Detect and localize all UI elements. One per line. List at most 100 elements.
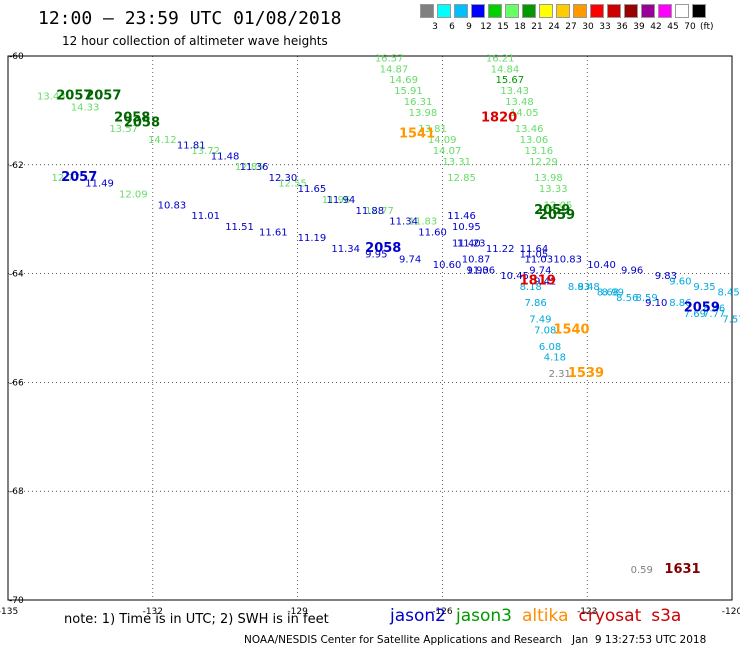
y-tick-label: -66 [9, 378, 24, 388]
swh-value: 8.93 [568, 282, 590, 293]
swh-value: 11.46 [447, 211, 476, 222]
swh-value: 8.45 [718, 287, 740, 298]
swh-value: 13.16 [524, 146, 553, 157]
pass-number: 2058 [114, 110, 150, 125]
legend-label: 21 [531, 22, 543, 32]
swh-value: 12.05 [544, 200, 573, 211]
pass-number: 2059 [684, 301, 720, 316]
swh-value: 7.49 [529, 315, 551, 326]
swh-value: 7.77 [703, 309, 725, 320]
pass-number: 1820 [481, 110, 517, 125]
swh-value: 9.96 [621, 266, 643, 277]
legend-swatch [658, 4, 672, 18]
pass-number: 1819 [520, 273, 556, 288]
mission-s3a: s3a [651, 606, 682, 626]
pass-number: 1539 [568, 366, 604, 381]
swh-value: 10.60 [433, 260, 462, 271]
swh-value: 13.81 [418, 124, 447, 135]
swh-value: 7.86 [524, 298, 546, 309]
swh-value: 11.64 [520, 244, 549, 255]
swh-value: 11.22 [486, 244, 515, 255]
swh-value: 11.60 [418, 228, 447, 239]
swh-value: 11.81 [177, 140, 206, 151]
legend-swatch [522, 4, 536, 18]
legend-label: 45 [667, 22, 679, 32]
swh-value: 11.61 [259, 228, 288, 239]
swh-value: 2.31 [549, 369, 571, 380]
legend-swatch [692, 4, 706, 18]
y-tick-label: -60 [9, 52, 24, 62]
swh-value: 14.69 [389, 75, 418, 86]
swh-value: 13.43 [500, 86, 529, 97]
swh-value: 11.48 [211, 151, 240, 162]
swh-value: 10.83 [158, 200, 187, 211]
y-tick-label: -70 [9, 596, 24, 606]
legend-swatch [573, 4, 587, 18]
swh-value: 8.48 [578, 282, 600, 293]
pass-number: 2059 [539, 208, 575, 223]
legend-label: 12 [480, 22, 492, 32]
swh-value: 15.67 [495, 75, 524, 86]
legend-swatch [590, 4, 604, 18]
swh-value: 9.93 [467, 266, 489, 277]
legend-label: 9 [466, 22, 472, 32]
swh-value: 10.40 [587, 260, 616, 271]
pass-number: 2057 [61, 170, 97, 185]
pass-number: 1541 [399, 127, 435, 142]
legend-label: 18 [514, 22, 526, 32]
swh-value: 14.87 [380, 64, 409, 75]
swh-value: 14.33 [71, 102, 100, 113]
swh-value: 9.95 [365, 249, 387, 260]
swh-value: 10.95 [452, 222, 481, 233]
pass-number: 2059 [534, 203, 570, 218]
legend-swatch [454, 4, 468, 18]
swh-value: 14.84 [491, 64, 520, 75]
swh-value: 9.10 [645, 298, 667, 309]
legend-swatch [471, 4, 485, 18]
swh-value: 9.60 [669, 276, 691, 287]
swh-value: 7.08 [534, 325, 556, 336]
swh-value: 11.05 [520, 249, 549, 260]
swh-value: 12.85 [447, 173, 476, 184]
swh-value: 13.43 [37, 92, 66, 103]
swh-value: 8.18 [520, 282, 542, 293]
swh-value: 14.07 [433, 146, 462, 157]
legend-swatch [437, 4, 451, 18]
mission-jason2: jason2 [390, 606, 446, 626]
x-tick-label: -123 [577, 607, 597, 617]
swh-value: 11.49 [85, 179, 114, 190]
x-tick-label: -132 [143, 607, 163, 617]
swh-value: 13.48 [505, 97, 534, 108]
swh-value: 6.08 [539, 342, 561, 353]
legend-swatch [539, 4, 553, 18]
swh-value: 8.56 [616, 293, 638, 304]
swh-value: 11.06 [467, 266, 496, 277]
legend-label: 39 [633, 22, 645, 32]
swh-value: 12.30 [269, 173, 298, 184]
swh-value: 12.55 [278, 179, 307, 190]
legend-label: 30 [582, 22, 594, 32]
swh-value: 12.29 [529, 157, 558, 168]
swh-value: 11.40 [452, 238, 481, 249]
swh-value: 11.51 [225, 222, 254, 233]
swh-value: 13.57 [109, 124, 138, 135]
swh-value: 14.12 [148, 135, 177, 146]
footnote: note: 1) Time is in UTC; 2) SWH is in fe… [64, 612, 329, 627]
swh-value: 9.83 [655, 271, 677, 282]
legend-unit: (ft) [700, 22, 714, 32]
legend-swatch [488, 4, 502, 18]
mission-cryosat: cryosat [578, 606, 642, 626]
swh-value: 11.01 [191, 211, 220, 222]
swh-value: 12.77 [51, 173, 80, 184]
legend-swatch [505, 4, 519, 18]
swh-value: 10.83 [553, 255, 582, 266]
legend-swatch [624, 4, 638, 18]
swh-value: 11.65 [298, 184, 327, 195]
credit-line: NOAA/NESDIS Center for Satellite Applica… [244, 634, 707, 646]
legend-label: 33 [599, 22, 611, 32]
swh-value: 10.45 [500, 271, 529, 282]
swh-value: 13.98 [534, 173, 563, 184]
swh-value: 16.21 [486, 53, 515, 64]
swh-value: 9.74 [399, 255, 421, 266]
